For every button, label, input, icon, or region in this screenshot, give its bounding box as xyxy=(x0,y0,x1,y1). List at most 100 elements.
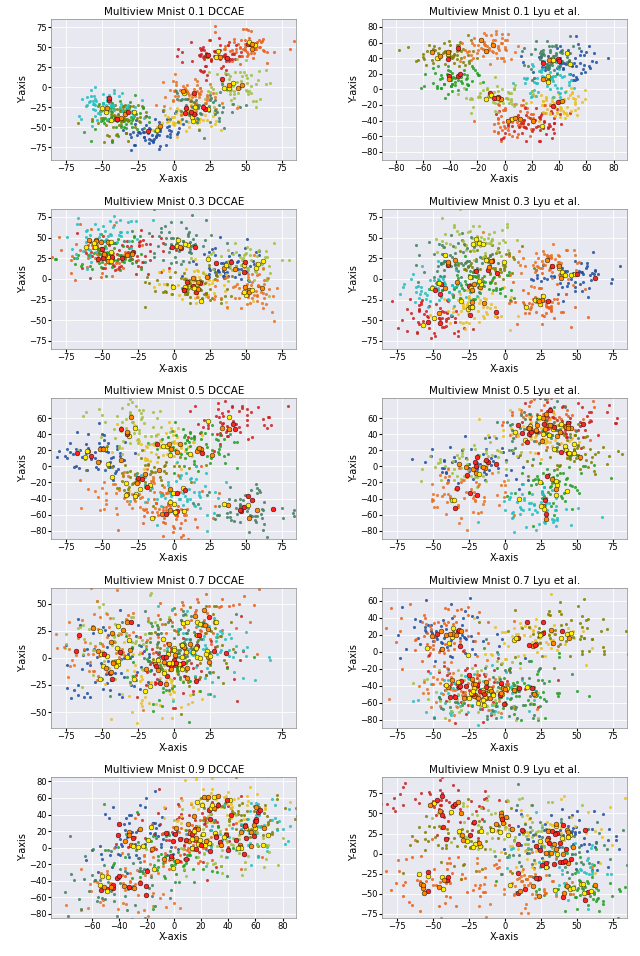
Point xyxy=(419,314,429,329)
Point xyxy=(147,504,157,519)
Point xyxy=(214,425,225,441)
Point xyxy=(545,300,556,315)
Point xyxy=(435,451,445,467)
Point xyxy=(84,248,95,263)
Point xyxy=(452,41,463,56)
Point xyxy=(579,630,589,645)
Point xyxy=(518,97,529,112)
Point xyxy=(172,455,182,470)
Point xyxy=(102,863,113,879)
Point xyxy=(156,487,166,502)
Point xyxy=(167,109,177,124)
Point xyxy=(509,699,519,714)
Point xyxy=(462,467,472,483)
Point xyxy=(182,237,192,252)
Point xyxy=(141,118,151,133)
Point xyxy=(483,250,493,266)
Point xyxy=(563,278,573,293)
Point xyxy=(183,284,193,299)
Point xyxy=(495,477,506,492)
Point xyxy=(106,244,116,259)
Point xyxy=(547,823,557,838)
Point xyxy=(476,460,486,475)
Point xyxy=(234,827,244,842)
Point xyxy=(203,288,213,303)
Point xyxy=(153,848,163,863)
Point xyxy=(130,445,140,460)
Point xyxy=(551,498,561,513)
Point xyxy=(124,484,134,499)
Point xyxy=(500,485,510,500)
Point xyxy=(132,488,143,503)
Point xyxy=(186,272,196,288)
Point xyxy=(164,113,174,128)
Point xyxy=(230,278,240,293)
Point xyxy=(408,311,418,326)
Point xyxy=(412,326,422,341)
Point xyxy=(188,286,198,301)
Point xyxy=(584,404,595,420)
Point xyxy=(544,410,554,425)
Point xyxy=(474,604,484,619)
Point xyxy=(445,626,455,641)
Point xyxy=(455,275,465,291)
Point xyxy=(202,413,212,428)
Point xyxy=(210,498,220,513)
Point xyxy=(201,274,211,290)
Point xyxy=(206,800,216,815)
Point xyxy=(458,830,468,845)
Point xyxy=(129,491,139,507)
Point xyxy=(556,825,566,840)
Point xyxy=(93,435,104,450)
Point xyxy=(506,821,516,836)
Point xyxy=(481,441,491,456)
Point xyxy=(228,641,239,657)
Point xyxy=(145,678,156,693)
Point xyxy=(477,255,487,271)
Point xyxy=(201,288,211,303)
Point xyxy=(181,826,191,841)
Point xyxy=(587,449,597,465)
Point xyxy=(118,644,129,660)
Point xyxy=(401,851,411,866)
Point xyxy=(577,881,588,897)
Point xyxy=(543,495,554,511)
Point xyxy=(179,841,189,857)
Point xyxy=(101,496,111,511)
Point xyxy=(564,879,574,894)
Point xyxy=(191,93,201,108)
Point xyxy=(588,244,598,259)
Point xyxy=(188,837,198,853)
Point xyxy=(198,65,208,80)
Point xyxy=(161,833,171,848)
Point xyxy=(479,666,489,682)
Point xyxy=(124,112,134,127)
Point xyxy=(566,267,576,282)
Point xyxy=(200,101,210,117)
Point xyxy=(117,845,127,860)
Point xyxy=(155,816,165,832)
Point xyxy=(172,663,182,679)
Point xyxy=(169,813,179,828)
Point xyxy=(466,481,476,496)
Point xyxy=(448,49,458,64)
Point xyxy=(182,696,193,711)
Point xyxy=(478,294,488,310)
Point xyxy=(474,667,484,683)
Point xyxy=(535,455,545,470)
Point xyxy=(449,472,460,488)
Point xyxy=(259,516,269,532)
Point xyxy=(92,894,102,909)
Point xyxy=(545,250,556,265)
Point xyxy=(506,92,516,107)
Point xyxy=(537,484,547,499)
Point xyxy=(166,858,177,873)
Point xyxy=(561,426,571,442)
Point xyxy=(496,131,506,146)
Point xyxy=(435,472,445,488)
Point xyxy=(592,891,602,906)
Point xyxy=(260,250,270,265)
Point xyxy=(161,829,171,844)
Point xyxy=(394,623,404,639)
Point xyxy=(443,47,453,62)
